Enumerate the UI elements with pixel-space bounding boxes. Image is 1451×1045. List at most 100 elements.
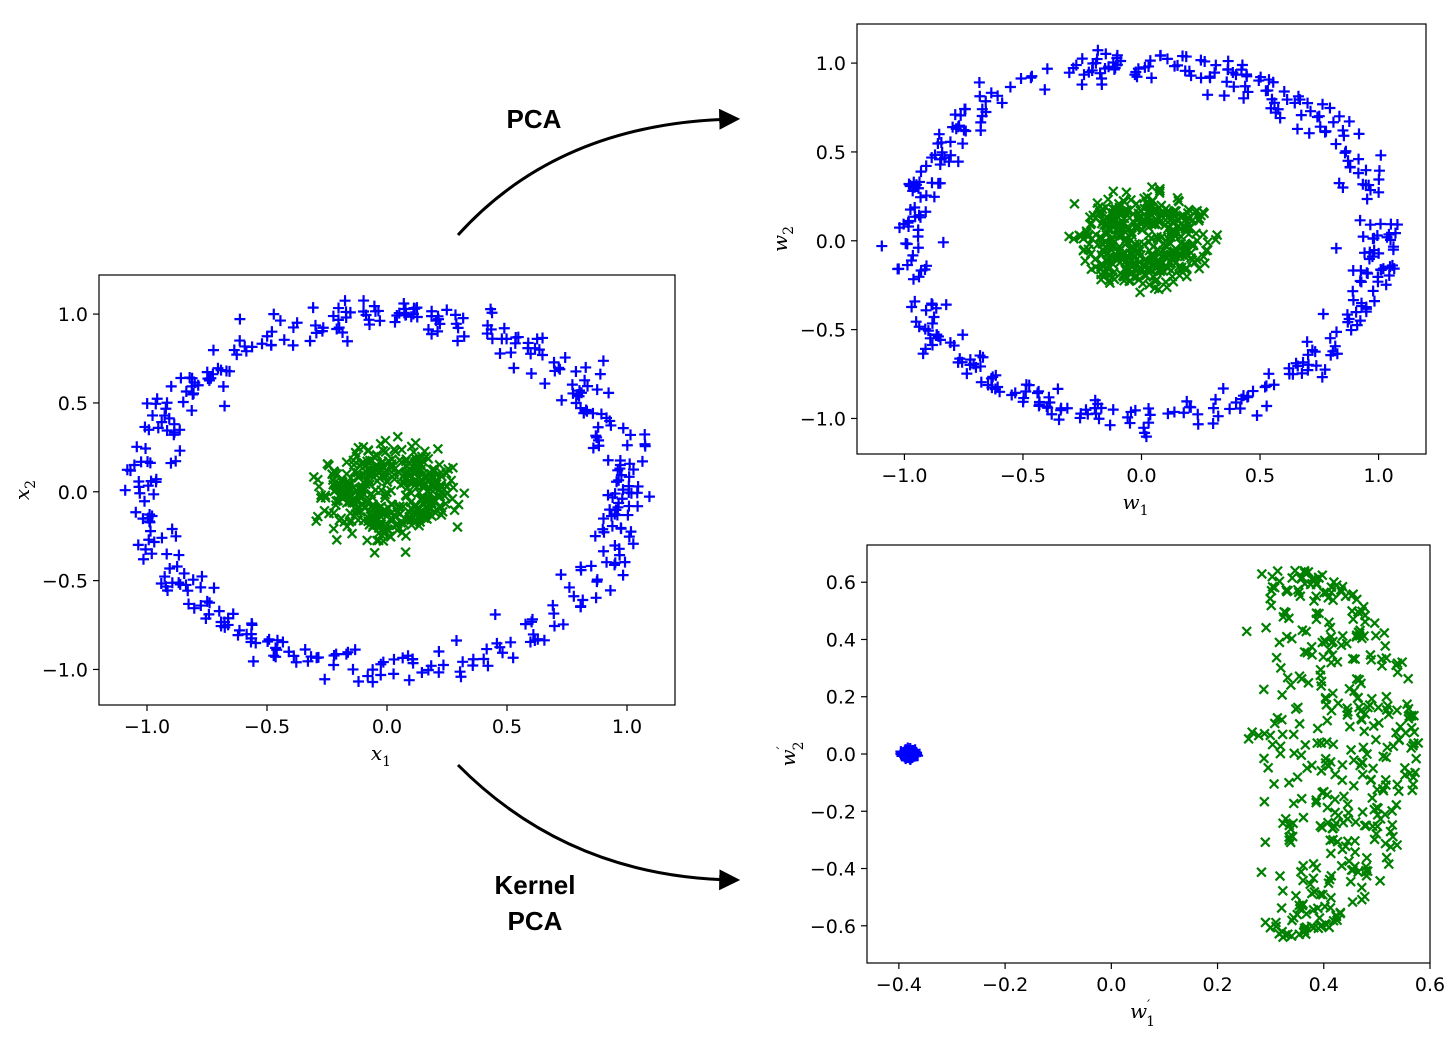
x-marker-point xyxy=(1329,821,1340,832)
x-marker-point xyxy=(332,468,343,480)
x-marker-point xyxy=(1310,797,1322,808)
plus-marker-point xyxy=(1317,308,1329,320)
x-marker-point xyxy=(1089,254,1101,265)
y-tick-label: 1.0 xyxy=(816,53,846,75)
x-marker-point xyxy=(1276,689,1288,701)
x-marker-point xyxy=(1274,576,1285,587)
plus-marker-point xyxy=(333,302,345,314)
data-points xyxy=(876,44,1403,443)
plus-marker-point xyxy=(161,397,173,409)
x-marker-point xyxy=(1134,242,1146,254)
plus-marker-point xyxy=(1368,295,1380,307)
plus-marker-point xyxy=(926,339,938,351)
plus-marker-point xyxy=(1202,89,1214,101)
x-marker-point xyxy=(441,481,452,492)
x-marker-point xyxy=(1298,812,1309,823)
plus-marker-point xyxy=(1111,49,1123,61)
x-marker-point xyxy=(380,435,391,446)
x-marker-point xyxy=(1315,820,1326,832)
plus-marker-point xyxy=(1239,80,1251,92)
y-tick-label: 0.6 xyxy=(826,572,856,594)
plus-marker-point xyxy=(1313,110,1325,122)
plus-marker-point xyxy=(982,379,994,391)
plus-marker-point xyxy=(1168,406,1180,418)
x-marker-point xyxy=(1292,771,1303,783)
x-marker-point xyxy=(1121,187,1132,198)
plus-marker-point xyxy=(148,488,160,500)
x-marker-point xyxy=(362,463,373,474)
plus-marker-point xyxy=(1212,410,1224,422)
y-tick-label: 0.5 xyxy=(58,393,88,415)
x-marker-point xyxy=(410,465,422,477)
plus-marker-point xyxy=(130,506,142,518)
x-marker-point xyxy=(415,509,426,521)
x-marker-point xyxy=(1352,693,1363,704)
plus-marker-point xyxy=(910,179,922,191)
plus-marker-point xyxy=(486,333,498,345)
plus-marker-point xyxy=(1268,379,1280,391)
plus-marker-point xyxy=(1342,155,1354,167)
plus-marker-point xyxy=(1385,218,1397,230)
plus-marker-point xyxy=(353,675,365,687)
x-marker-point xyxy=(1299,925,1310,936)
plus-marker-point xyxy=(977,351,989,363)
plus-marker-point xyxy=(143,516,155,528)
x-axis-label: w′ 1 xyxy=(1130,998,1155,1030)
x-marker-point xyxy=(1180,226,1191,237)
x-marker-point xyxy=(1361,852,1373,864)
x-marker-point xyxy=(447,462,459,473)
x-marker-point xyxy=(1131,198,1142,210)
plus-marker-point xyxy=(1373,186,1385,198)
plus-marker-point xyxy=(208,582,220,594)
x-marker-point xyxy=(436,471,448,482)
x-marker-point xyxy=(1402,673,1414,684)
x-marker-point xyxy=(1315,889,1326,900)
x-marker-point xyxy=(1325,892,1337,903)
plus-marker-point xyxy=(1096,73,1108,85)
plus-marker-point xyxy=(170,530,182,542)
plus-marker-point xyxy=(1251,409,1263,421)
plus-marker-point xyxy=(1109,62,1121,74)
plus-marker-point xyxy=(268,308,280,320)
x-marker-point xyxy=(1380,640,1391,652)
x-marker-point xyxy=(311,515,322,527)
x-marker-point xyxy=(1142,191,1153,203)
x-marker-point xyxy=(397,471,409,482)
y-tick-label: −0.4 xyxy=(810,859,856,881)
plus-marker-point xyxy=(1078,69,1090,81)
x-marker-point xyxy=(1382,700,1393,711)
plus-marker-point xyxy=(196,570,208,582)
x-marker-point xyxy=(1102,194,1114,205)
x-marker-point xyxy=(1338,817,1349,828)
x-marker-point xyxy=(308,471,319,483)
plus-marker-point xyxy=(1291,123,1303,135)
plus-marker-point xyxy=(1347,265,1359,277)
plus-marker-point xyxy=(139,495,151,507)
x-marker-point xyxy=(1365,774,1377,785)
plus-marker-point xyxy=(233,624,245,636)
plus-marker-point xyxy=(994,386,1006,398)
plus-marker-point xyxy=(1192,408,1204,420)
plus-marker-point xyxy=(912,224,924,236)
plus-marker-point xyxy=(532,633,544,645)
x-marker-point xyxy=(387,499,398,510)
x-marker-point xyxy=(1263,762,1274,773)
x-marker-point xyxy=(362,535,373,546)
x-marker-point xyxy=(1329,794,1341,805)
x-marker-point xyxy=(1338,791,1350,802)
y-tick-label: −0.6 xyxy=(810,916,856,938)
x-marker-point xyxy=(1173,196,1185,207)
plus-marker-point xyxy=(1179,65,1191,77)
plus-marker-point xyxy=(220,365,232,377)
plus-marker-point xyxy=(940,299,952,311)
plus-marker-point xyxy=(388,668,400,680)
plus-marker-point xyxy=(920,343,932,355)
x-marker-point xyxy=(1276,902,1287,914)
plus-marker-point xyxy=(268,650,280,662)
x-marker-point xyxy=(1131,223,1142,234)
x-marker-point xyxy=(1078,245,1089,256)
plus-marker-point xyxy=(619,556,631,568)
plus-marker-point xyxy=(182,585,194,597)
x-marker-point xyxy=(1306,760,1318,771)
plus-marker-point xyxy=(1319,364,1331,376)
